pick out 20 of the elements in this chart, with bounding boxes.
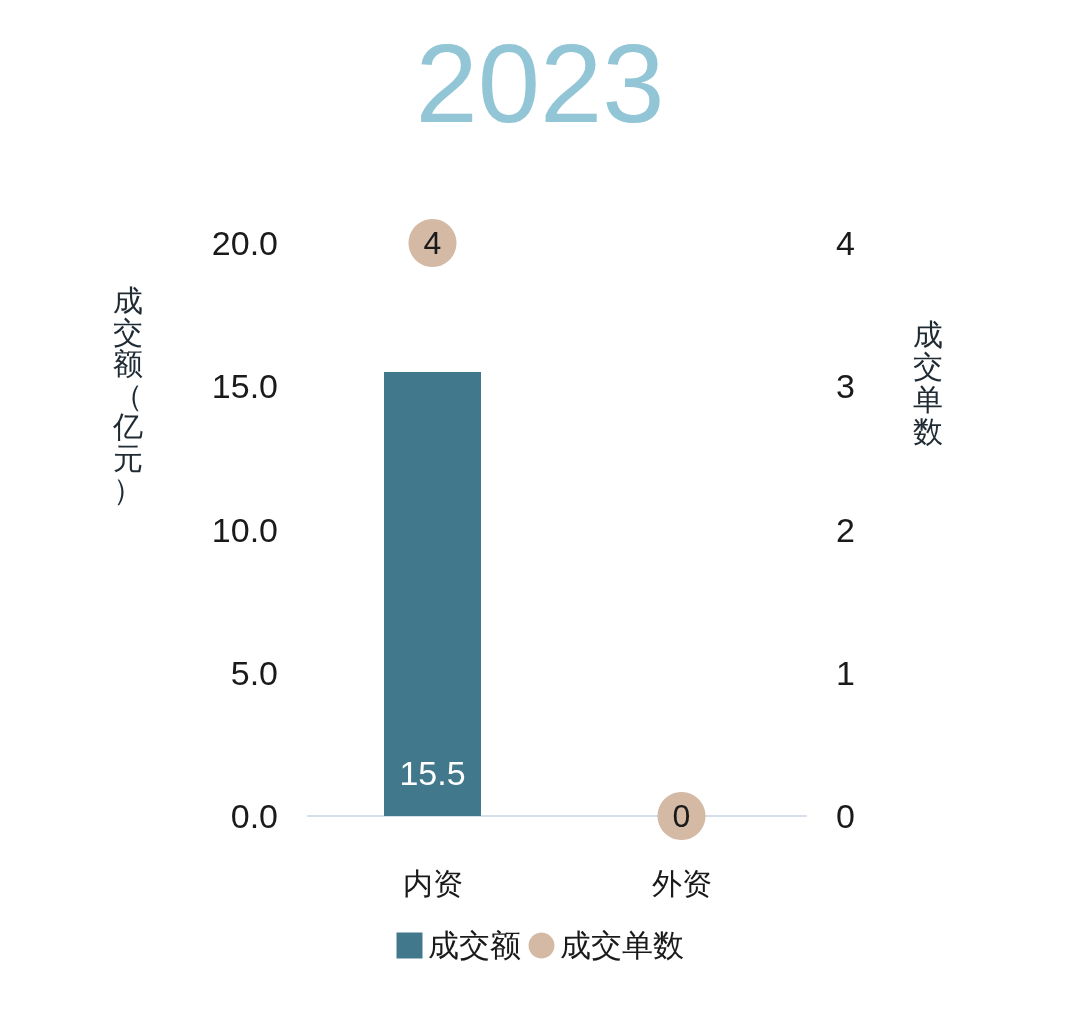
y-tick-label: 5.0	[230, 653, 278, 692]
y2-tick-label: 4	[836, 224, 855, 262]
y-tick-label: 20.0	[211, 224, 278, 262]
data-label: 4	[423, 225, 442, 261]
data-label: 15.5	[399, 754, 466, 792]
x-tick-label: 外资	[651, 866, 712, 900]
x-tick-label: 内资	[402, 866, 463, 900]
y2-tick-label: 1	[836, 653, 855, 692]
y-tick-label: 0.0	[230, 797, 278, 835]
y-tick-label: 10.0	[211, 510, 278, 549]
y2-tick-label: 3	[836, 367, 855, 406]
y-tick-label: 15.0	[211, 367, 278, 406]
legend-label: 成交额	[427, 928, 521, 963]
y2-tick-label: 2	[836, 510, 855, 549]
y2-tick-label: 0	[836, 797, 855, 835]
y2-axis-title: 成交单数	[913, 317, 943, 449]
y-axis-title: 成交额（亿元）	[112, 284, 143, 507]
chart-title: 2023	[415, 20, 665, 146]
data-label: 0	[672, 798, 691, 834]
legend-label: 成交单数	[559, 928, 684, 963]
